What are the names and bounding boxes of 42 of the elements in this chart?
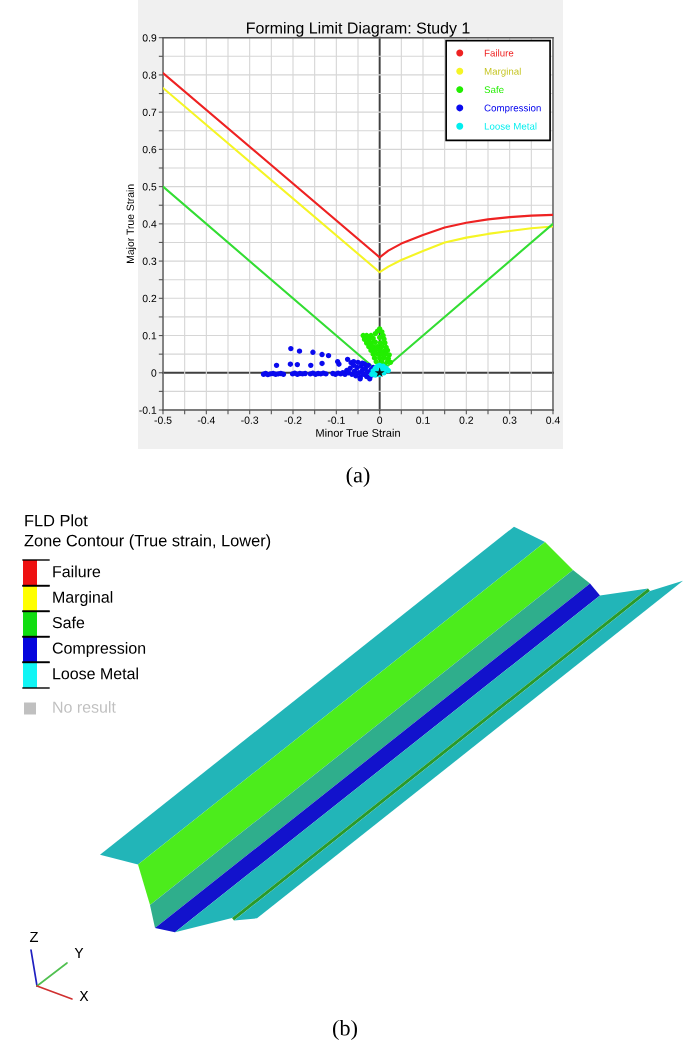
legend-label: Failure: [484, 49, 514, 57]
y-tick-label: 0: [151, 369, 157, 377]
y-tick-label: 0.5: [142, 183, 157, 191]
x-tick-label: -0.1: [327, 416, 345, 424]
y-tick-label: -0.1: [139, 406, 157, 414]
category-label: Safe: [52, 616, 85, 629]
x-tick-label: -0.3: [241, 416, 259, 424]
text: (b): [333, 1019, 357, 1041]
y-tick-label: 0.7: [142, 108, 157, 117]
y-tick-label: 0.2: [142, 294, 157, 303]
category-label: Marginal: [53, 591, 113, 606]
x-axis-title: Minor True Strain: [316, 428, 400, 437]
y-axis-title: Major True Strain: [126, 184, 137, 263]
text: FLD Plot: [25, 514, 88, 527]
category-label: Compression: [52, 642, 146, 657]
x-tick-label: 0.4: [546, 416, 560, 424]
text: (a): [346, 466, 370, 488]
y-tick-label: 0.3: [142, 257, 157, 265]
x-tick-label: 0.1: [416, 416, 430, 424]
legend-label: Compression: [484, 104, 541, 114]
category-label: Failure: [53, 565, 101, 578]
y-tick-label: 0.8: [142, 71, 157, 79]
y-tick-label: 0.9: [142, 34, 157, 42]
y-tick-label: 0.1: [142, 332, 157, 340]
x-tick-label: 0.2: [459, 416, 474, 424]
text: Zone Contour (True strain, Lower): [24, 534, 271, 550]
x-tick-label: 0.3: [502, 416, 517, 424]
category-label: No result: [53, 701, 116, 713]
chart-title: Forming Limit Diagram: Study 1: [247, 21, 470, 37]
text: Z: [29, 931, 39, 942]
legend-label: Loose Metal: [484, 122, 537, 130]
text: X: [79, 990, 89, 1001]
legend-label: Safe: [484, 85, 504, 94]
x-tick-label: -0.2: [284, 416, 302, 424]
x-tick-label: 0: [377, 416, 383, 424]
legend-label: Marginal: [484, 67, 521, 77]
x-tick-label: -0.4: [197, 416, 215, 424]
category-label: Loose Metal: [53, 667, 138, 680]
x-tick-label: -0.5: [154, 416, 172, 424]
text: Y: [74, 947, 84, 958]
y-tick-label: 0.4: [142, 220, 157, 228]
y-tick-label: 0.6: [142, 145, 157, 154]
